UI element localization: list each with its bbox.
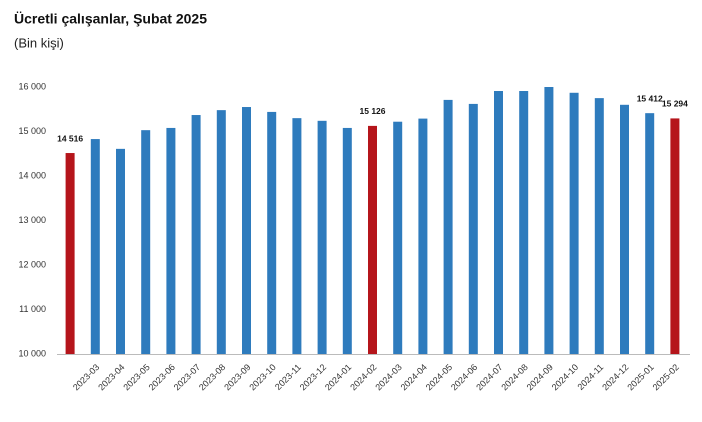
- data-label: 14 516: [57, 133, 83, 143]
- bar: [645, 113, 655, 354]
- x-tick-label: 2023-03: [71, 362, 101, 392]
- bar: [620, 104, 629, 354]
- x-tick-label: 2024-09: [525, 362, 555, 392]
- x-tick-label: 2024-02: [348, 362, 378, 392]
- x-tick-label: 2024-12: [600, 362, 630, 392]
- bar: [65, 153, 75, 354]
- x-tick-label: 2023-09: [222, 362, 252, 392]
- x-tick-label: 2023-12: [298, 362, 328, 392]
- y-tick-label: 13 000: [18, 215, 46, 225]
- bar: [443, 99, 453, 354]
- y-tick-label: 14 000: [18, 170, 46, 180]
- bar: [242, 107, 251, 355]
- x-tick-label: 2024-07: [474, 362, 504, 392]
- x-tick-label: 2024-06: [449, 362, 479, 392]
- bar: [368, 125, 377, 354]
- bar: [90, 139, 100, 354]
- x-tick-label: 2023-08: [197, 362, 227, 392]
- x-tick-label: 2023-06: [147, 362, 177, 392]
- bar: [292, 118, 302, 355]
- y-tick-label: 12 000: [18, 259, 46, 269]
- bar: [468, 103, 478, 354]
- chart-subtitle: (Bin kişi): [14, 35, 64, 50]
- bar: [569, 92, 579, 354]
- x-tick-label: 2024-01: [323, 362, 353, 392]
- y-tick-label: 15 000: [18, 126, 46, 136]
- bar: [418, 118, 428, 354]
- bar: [342, 127, 352, 354]
- bar: [116, 148, 125, 354]
- x-tick-label: 2025-01: [625, 362, 655, 392]
- bar: [594, 98, 604, 354]
- x-tick-label: 2024-03: [373, 362, 403, 392]
- bar: [519, 91, 529, 354]
- bar: [317, 120, 327, 354]
- x-tick-label: 2024-10: [550, 362, 580, 392]
- x-tick-label: 2024-04: [399, 362, 429, 392]
- x-tick-label: 2024-08: [499, 362, 529, 392]
- data-label: 15 412: [637, 93, 663, 103]
- x-tick-label: 2023-07: [172, 362, 202, 392]
- bar: [141, 130, 151, 354]
- x-tick-label: 2025-02: [651, 362, 681, 392]
- bar: [267, 111, 277, 354]
- bar: [191, 115, 201, 354]
- data-label: 15 294: [662, 99, 688, 109]
- bar: [216, 110, 226, 354]
- bar: [494, 91, 503, 354]
- bar: [544, 87, 554, 354]
- chart-title: Ücretli çalışanlar, Şubat 2025: [14, 11, 207, 27]
- bar: [166, 127, 176, 354]
- bar: [393, 121, 403, 355]
- x-tick-label: 2024-05: [424, 362, 454, 392]
- data-label: 15 126: [360, 106, 386, 116]
- x-tick-label: 2023-04: [96, 362, 126, 392]
- x-tick-label: 2023-10: [247, 362, 277, 392]
- x-tick-label: 2023-05: [121, 362, 151, 392]
- bar: [670, 118, 680, 355]
- y-tick-label: 10 000: [18, 348, 46, 358]
- y-tick-label: 11 000: [19, 304, 46, 314]
- y-tick-label: 16 000: [18, 81, 46, 91]
